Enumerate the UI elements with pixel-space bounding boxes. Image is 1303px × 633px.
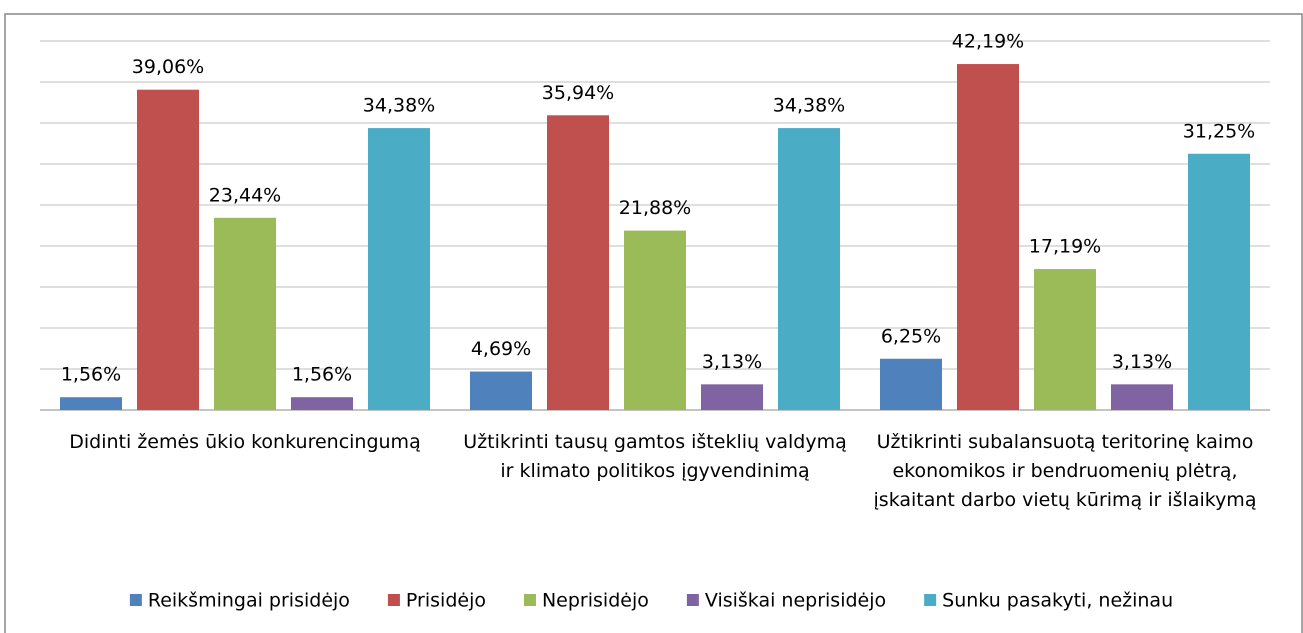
bar: [624, 230, 686, 410]
legend-label: Reikšmingai prisidėjo: [148, 590, 350, 612]
x-tick-label: Didinti žemės ūkio konkurencingumą: [69, 431, 421, 453]
bar: [137, 89, 199, 410]
bar: [957, 64, 1019, 411]
legend-label: Neprisidėjo: [542, 590, 649, 612]
bar: [1111, 384, 1173, 410]
data-label: 1,56%: [61, 364, 121, 386]
data-label: 31,25%: [1183, 120, 1255, 142]
data-label: 35,94%: [542, 82, 614, 104]
legend-swatch: [129, 594, 142, 606]
data-label: 17,19%: [1029, 236, 1101, 258]
bar: [1034, 269, 1096, 410]
bar: [368, 128, 430, 411]
data-label: 23,44%: [209, 184, 281, 206]
data-label: 34,38%: [773, 95, 845, 117]
x-tick-label: Užtikrinti tausų gamtos išteklių valdymą…: [463, 431, 847, 482]
chart-border: [4, 13, 1303, 633]
data-label: 4,69%: [471, 338, 531, 360]
legend-label: Prisidėjo: [406, 590, 486, 612]
data-label: 1,56%: [292, 364, 352, 386]
bar: [60, 397, 122, 410]
bar: [547, 115, 609, 411]
bar: [778, 128, 840, 411]
bar: [291, 397, 353, 410]
legend-label: Visiškai neprisidėjo: [705, 590, 886, 612]
legend-swatch: [686, 594, 699, 606]
data-label: 42,19%: [952, 31, 1024, 53]
legend-swatch: [387, 594, 400, 606]
legend-swatch: [924, 594, 937, 606]
bar: [701, 384, 763, 410]
legend-label: Sunku pasakyti, nežinau: [942, 590, 1173, 612]
bar: [214, 217, 276, 410]
bar: [1188, 153, 1250, 410]
x-tick-label: Užtikrinti subalansuotą teritorinę kaimo…: [873, 431, 1257, 511]
bar: [470, 371, 532, 410]
data-label: 3,13%: [702, 351, 762, 373]
data-label: 6,25%: [881, 325, 941, 347]
data-label: 21,88%: [619, 197, 691, 219]
bar: [880, 358, 942, 410]
legend-swatch: [523, 594, 536, 606]
data-label: 39,06%: [132, 56, 204, 78]
data-label: 34,38%: [363, 95, 435, 117]
data-label: 3,13%: [1112, 351, 1172, 373]
